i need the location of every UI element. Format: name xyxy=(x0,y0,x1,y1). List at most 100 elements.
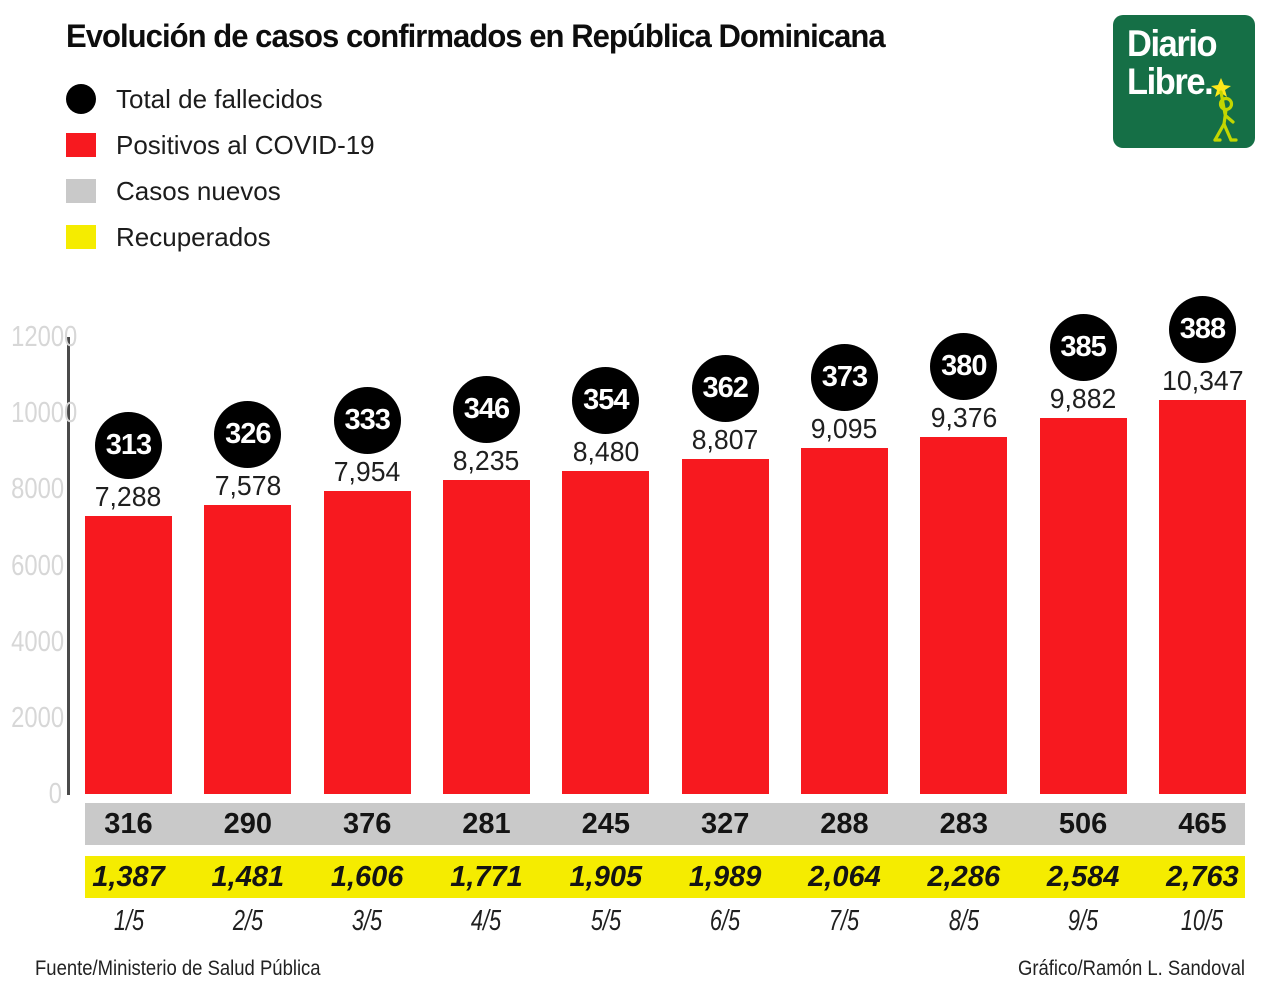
casos-nuevos-value: 376 xyxy=(342,808,392,840)
recuperados-band xyxy=(85,856,1245,898)
x-axis-date-label: 1/5 xyxy=(113,905,144,937)
y-tick-label: 0 xyxy=(48,778,62,810)
x-axis-date-label: 8/5 xyxy=(948,905,979,937)
x-axis-date-label: 7/5 xyxy=(829,905,860,937)
legend-label: Total de fallecidos xyxy=(116,83,323,114)
positivos-bar xyxy=(1039,417,1127,794)
x-axis-date-label: 2/5 xyxy=(232,905,263,937)
casos-nuevos-value: 245 xyxy=(581,808,630,840)
chart-column: 333 7,954 xyxy=(323,337,411,794)
positivos-value-label: 8,235 xyxy=(453,445,520,477)
chart-column: 354 8,480 xyxy=(562,337,650,794)
positivos-swatch-icon xyxy=(66,133,96,157)
legend: Total de fallecidos Positivos al COVID-1… xyxy=(66,84,375,268)
diario-libre-logo: Diario Libre. xyxy=(1113,15,1255,148)
x-axis-date-label: 5/5 xyxy=(590,905,621,937)
legend-label: Casos nuevos xyxy=(116,175,281,206)
legend-item-casos-nuevos: Casos nuevos xyxy=(66,176,375,206)
recuperados-value: 2,286 xyxy=(927,861,1001,893)
legend-item-recuperados: Recuperados xyxy=(66,222,375,252)
recuperados-value: 1,606 xyxy=(330,861,404,893)
legend-label: Recuperados xyxy=(116,221,271,252)
x-axis-date-label: 4/5 xyxy=(471,905,502,937)
x-axis-date-label: 10/5 xyxy=(1181,905,1224,937)
y-axis-line xyxy=(67,337,70,795)
y-tick-label: 4000 xyxy=(11,625,65,658)
y-tick-label: 2000 xyxy=(11,701,65,734)
positivos-bar xyxy=(1158,399,1246,794)
fallecidos-badge: 385 xyxy=(1049,313,1117,381)
recuperados-value: 1,989 xyxy=(688,861,762,893)
positivos-bar xyxy=(800,447,888,794)
positivos-bar xyxy=(442,480,530,794)
fallecidos-badge: 354 xyxy=(572,367,640,435)
positivos-value-label: 9,882 xyxy=(1049,382,1117,414)
positivos-value-label: 8,807 xyxy=(691,423,759,455)
casos-nuevos-value: 327 xyxy=(700,808,750,840)
fallecidos-badge: 326 xyxy=(214,401,282,469)
fallecidos-badge: 333 xyxy=(333,387,401,455)
fallecidos-badge: 373 xyxy=(810,343,878,411)
fallecidos-badge: 313 xyxy=(95,412,162,480)
recuperados-value: 1,387 xyxy=(92,861,165,893)
logo-line1: Diario xyxy=(1127,23,1218,64)
logo-mascot-icon xyxy=(1211,78,1238,142)
y-tick-label: 8000 xyxy=(11,473,65,506)
positivos-value-label: 7,578 xyxy=(214,470,282,502)
recuperados-value: 1,771 xyxy=(450,861,523,893)
recuperados-swatch-icon xyxy=(66,225,96,249)
positivos-bar xyxy=(323,491,411,794)
casos-nuevos-value: 288 xyxy=(820,808,869,840)
y-tick-label: 12000 xyxy=(11,321,78,353)
chart-column: 362 8,807 xyxy=(681,337,769,794)
positivos-bar xyxy=(85,516,172,794)
x-axis-date-label: 9/5 xyxy=(1067,905,1099,937)
legend-item-positivos: Positivos al COVID-19 xyxy=(66,130,375,160)
x-axis-date-label: 3/5 xyxy=(352,905,383,937)
recuperados-value: 2,064 xyxy=(808,861,881,893)
chart-column: 313 7,288 xyxy=(85,337,172,794)
positivos-value-label: 9,095 xyxy=(811,412,878,444)
chart-column: 346 8,235 xyxy=(442,337,530,794)
chart-column: 385 9,882 xyxy=(1039,313,1127,794)
positivos-bar xyxy=(562,471,650,794)
fallecidos-badge: 346 xyxy=(452,376,520,444)
chart-column: 388 10,347 xyxy=(1158,295,1246,794)
legend-label: Positivos al COVID-19 xyxy=(116,129,375,160)
positivos-bar xyxy=(681,458,769,794)
recuperados-value: 2,584 xyxy=(1046,861,1120,893)
chart-column: 373 9,095 xyxy=(800,337,888,794)
y-tick-label: 10000 xyxy=(11,397,78,430)
positivos-value-label: 7,288 xyxy=(95,481,162,513)
fallecidos-badge: 362 xyxy=(691,354,759,422)
chart-column: 326 7,578 xyxy=(204,337,292,794)
fallecidos-badge: 388 xyxy=(1168,295,1236,363)
casos-nuevos-value: 465 xyxy=(1178,808,1227,840)
fallecidos-badge: 380 xyxy=(930,332,998,400)
page-title: Evolución de casos confirmados en Repúbl… xyxy=(66,18,886,54)
x-axis-date-label: 6/5 xyxy=(710,905,741,937)
positivos-value-label: 9,376 xyxy=(930,401,998,433)
casos-nuevos-band xyxy=(85,803,1245,845)
positivos-value-label: 8,480 xyxy=(572,436,640,468)
casos-nuevos-value: 506 xyxy=(1058,808,1108,840)
author-credit: Gráfico/Ramón L. Sandoval xyxy=(1017,957,1245,980)
positivos-bar xyxy=(204,505,292,794)
chart-column: 380 9,376 xyxy=(920,332,1008,794)
positivos-bar xyxy=(920,436,1008,794)
legend-item-fallecidos: Total de fallecidos xyxy=(66,84,375,114)
logo-line2: Libre. xyxy=(1127,60,1214,102)
positivos-value-label: 7,954 xyxy=(333,456,401,488)
y-tick-label: 6000 xyxy=(11,549,65,582)
recuperados-value: 2,763 xyxy=(1166,861,1239,893)
casos-nuevos-value: 283 xyxy=(939,808,988,840)
recuperados-value: 1,905 xyxy=(569,861,643,893)
positivos-value-label: 10,347 xyxy=(1161,364,1244,396)
casos-nuevos-value: 290 xyxy=(223,808,273,840)
casos-nuevos-value: 281 xyxy=(462,808,511,840)
casos-nuevos-swatch-icon xyxy=(66,179,96,203)
fallecidos-circle-icon xyxy=(66,84,96,114)
logo-wordmark: Diario Libre. xyxy=(1127,23,1218,102)
recuperados-value: 1,481 xyxy=(211,861,285,893)
